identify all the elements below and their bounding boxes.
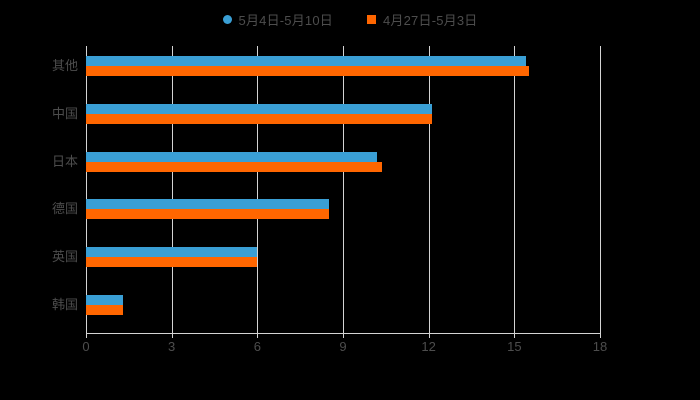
x-axis-tick-label: 3 — [168, 339, 176, 354]
legend-item-series-1[interactable]: 4月27日-5月3日 — [367, 10, 477, 29]
bar-1[interactable] — [86, 257, 258, 268]
x-axis-tick-label: 12 — [421, 339, 436, 354]
gridline — [514, 46, 516, 333]
x-axis-tick — [343, 333, 344, 338]
bar-1[interactable] — [86, 209, 329, 220]
bar-1[interactable] — [86, 65, 529, 76]
bar-0[interactable] — [86, 295, 124, 306]
bar-group — [86, 199, 600, 220]
x-axis-tick — [86, 333, 87, 338]
y-axis-category-label: 日本 — [51, 153, 78, 169]
x-axis-tick — [428, 333, 430, 338]
plot-area — [86, 46, 601, 333]
x-axis-tick — [514, 333, 516, 338]
x-axis-tick — [600, 333, 601, 338]
x-axis-tick-label: 9 — [339, 339, 347, 354]
chart-legend: 5月4日-5月10日 4月27日-5月3日 — [0, 10, 700, 29]
gridline — [343, 46, 344, 333]
x-axis-tick — [171, 333, 173, 338]
gridline — [600, 46, 601, 333]
bar-1[interactable] — [86, 113, 432, 124]
x-axis-tick-label: 6 — [253, 339, 261, 354]
gridline — [171, 46, 173, 333]
x-axis-tick-label: 18 — [592, 339, 608, 354]
legend-circle-marker-icon — [222, 15, 232, 24]
bar-1[interactable] — [86, 305, 124, 316]
bar-1[interactable] — [86, 161, 382, 172]
y-axis-category-label: 其他 — [51, 57, 78, 73]
bar-group — [86, 151, 600, 172]
bar-0[interactable] — [86, 199, 329, 210]
bar-0[interactable] — [86, 55, 526, 66]
bar-group — [86, 55, 600, 76]
bar-group — [86, 247, 600, 268]
y-axis-category-label: 韩国 — [51, 297, 78, 313]
y-axis-category-label: 德国 — [51, 201, 78, 217]
bar-0[interactable] — [86, 151, 378, 162]
gridline — [257, 46, 259, 333]
bar-group — [86, 103, 600, 124]
gridline — [428, 46, 430, 333]
legend-item-series-0[interactable]: 5月4日-5月10日 — [222, 10, 333, 29]
bar-group — [86, 295, 600, 316]
y-axis-category-label: 中国 — [51, 105, 78, 121]
y-axis-line — [86, 46, 87, 333]
bar-0[interactable] — [86, 103, 432, 114]
x-axis-tick — [257, 333, 259, 338]
legend-label-series-1: 4月27日-5月3日 — [383, 13, 478, 28]
bar-0[interactable] — [86, 247, 258, 258]
legend-square-marker-icon — [367, 15, 376, 24]
y-axis-category-label: 英国 — [51, 249, 78, 265]
x-axis-tick-label: 15 — [507, 339, 522, 354]
x-axis-tick-label: 0 — [82, 339, 90, 354]
legend-label-series-0: 5月4日-5月10日 — [238, 13, 333, 28]
